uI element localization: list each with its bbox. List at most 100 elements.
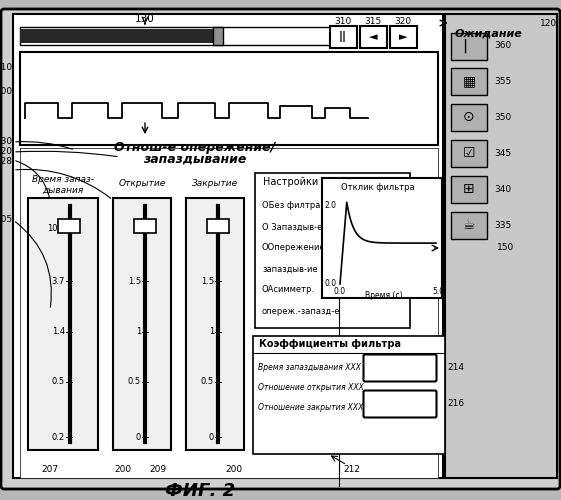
Bar [20,29,215,43]
Text: ФИГ. 2: ФИГ. 2 [165,482,235,500]
Text: запаздывание: запаздывание [143,152,247,166]
Text: 355: 355 [494,76,511,86]
Bar [207,219,229,233]
Text: 212: 212 [343,464,361,473]
Text: 335: 335 [494,220,511,230]
Text: 1: 1 [209,327,214,336]
Bar [451,176,487,203]
Bar [28,198,98,450]
Bar [213,27,223,45]
Text: ◄: ◄ [369,32,377,42]
Text: 2: 2 [209,224,214,232]
Bar [253,336,445,454]
Bar [451,68,487,95]
Text: 360: 360 [494,42,511,50]
Text: 207: 207 [42,466,58,474]
Text: Отклик фильтра: Отклик фильтра [341,184,415,192]
Text: 3.7: 3.7 [52,276,65,285]
Text: запаздыв-ие: запаздыв-ие [262,264,318,274]
Text: 228: 228 [0,158,12,166]
Text: 0.5: 0.5 [128,378,141,386]
Text: ООпережение-: ООпережение- [262,244,329,252]
FancyBboxPatch shape [364,354,436,382]
Text: 10.0: 10.0 [47,224,65,232]
Text: 2.0: 2.0 [325,200,337,209]
Bar [13,14,443,478]
Text: ⊙: ⊙ [463,110,475,124]
Text: 320: 320 [394,16,412,26]
Bar [20,148,438,478]
Text: Время запаз-: Время запаз- [32,176,94,184]
Text: 200: 200 [226,466,242,474]
Bar [134,219,156,233]
Bar [20,27,330,45]
Text: 315: 315 [365,16,381,26]
Text: ⊞: ⊞ [463,182,475,196]
Text: 210: 210 [0,64,12,72]
Text: Коэффициенты фильтра: Коэффициенты фильтра [259,339,401,349]
FancyBboxPatch shape [364,390,436,417]
Text: Применение: Применение [370,364,430,372]
Bar [451,212,487,239]
Text: 310: 310 [334,16,352,26]
Text: 200: 200 [114,466,132,474]
Text: Время (с): Время (с) [365,290,403,300]
Text: 0.2: 0.2 [52,433,65,442]
Bar [451,33,487,60]
Text: Отнош-е опережение/: Отнош-е опережение/ [114,142,275,154]
Text: 150: 150 [497,244,514,252]
Text: Открытие: Открытие [118,180,165,188]
Text: Отношение открытия XXX: Отношение открытия XXX [258,382,364,392]
Text: 2: 2 [136,224,141,232]
Text: Ожидание: Ожидание [455,28,523,38]
Text: 1.4: 1.4 [52,327,65,336]
Text: 205: 205 [0,216,12,224]
Text: ►: ► [399,32,407,42]
Text: ☕: ☕ [463,218,475,232]
Text: 130: 130 [135,14,155,24]
Text: Настройки: Настройки [263,177,318,187]
Bar [20,52,438,145]
Bar [113,198,171,450]
Text: Время запаздывания XXX с: Время запаздывания XXX с [258,362,367,372]
Text: Сброс: Сброс [381,399,419,409]
Text: 0.0: 0.0 [334,286,346,296]
Bar [390,26,417,48]
Bar [186,198,244,450]
Text: 0: 0 [136,433,141,442]
Bar [322,178,442,298]
Text: 0.0: 0.0 [325,280,337,288]
Text: опереж.-запазд-е: опереж.-запазд-е [262,306,341,316]
Bar [330,26,357,48]
Text: 1.5: 1.5 [128,276,141,285]
FancyBboxPatch shape [1,9,560,489]
Text: ОБез филтра: ОБез филтра [262,202,320,210]
Text: 214: 214 [447,364,464,372]
Text: 340: 340 [494,184,511,194]
Text: ▦: ▦ [462,74,476,88]
Bar [360,26,387,48]
Text: 0.5: 0.5 [52,378,65,386]
Text: Закрытие: Закрытие [192,180,238,188]
Text: 350: 350 [494,112,511,122]
Text: О Запаздыв-е: О Запаздыв-е [262,222,323,232]
Text: ☑: ☑ [463,146,475,160]
Text: 1: 1 [136,327,141,336]
Text: 200: 200 [0,88,12,96]
Text: 345: 345 [494,148,511,158]
Text: 209: 209 [149,466,167,474]
Text: Отношение закрытия XXX: Отношение закрытия XXX [258,402,364,411]
Bar [451,140,487,167]
Text: ||: || [339,32,347,42]
Text: 230: 230 [0,138,12,146]
Text: ▏: ▏ [464,39,474,53]
Bar [255,173,410,328]
Text: ОАсимметр.: ОАсимметр. [262,286,315,294]
Text: 216: 216 [447,400,464,408]
Text: 0.5: 0.5 [201,378,214,386]
Text: 1.5: 1.5 [201,276,214,285]
Text: 5.0: 5.0 [432,286,444,296]
Bar [58,219,80,233]
Text: 0: 0 [209,433,214,442]
Text: 120: 120 [540,18,557,28]
